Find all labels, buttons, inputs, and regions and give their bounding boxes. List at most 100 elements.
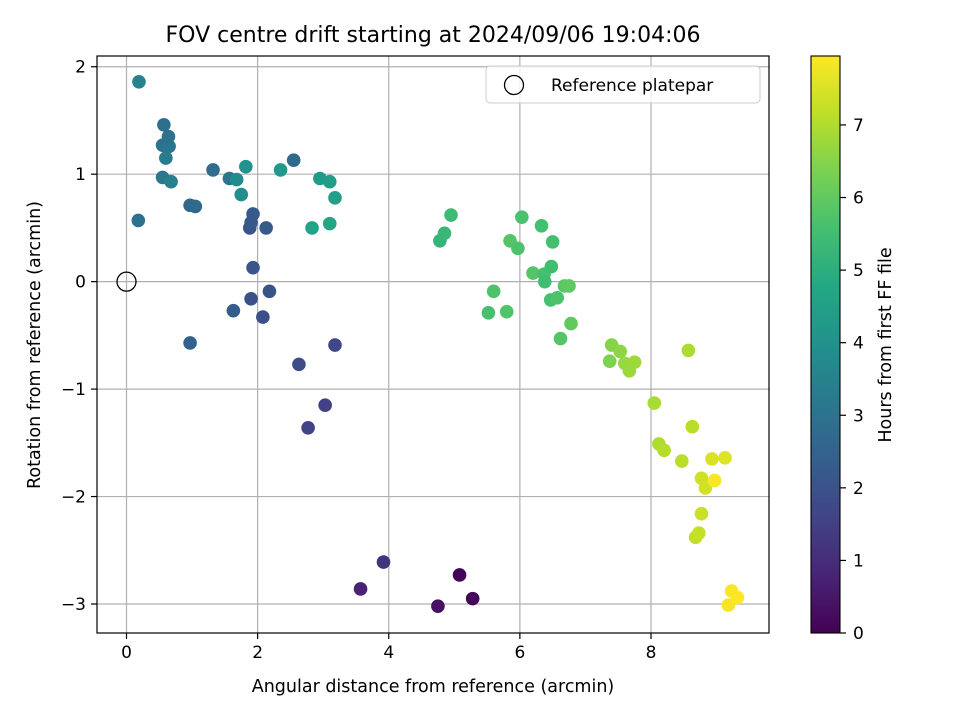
data-point — [705, 452, 719, 466]
data-point — [159, 151, 173, 165]
data-point — [685, 419, 700, 434]
reference-platepar-marker — [116, 271, 137, 292]
data-point — [613, 344, 627, 359]
colorbar-tick-label: 0 — [853, 624, 864, 644]
data-point — [681, 343, 696, 358]
data-point — [131, 213, 146, 228]
reference-marker-layer — [116, 271, 137, 292]
x-tick-label: 2 — [252, 643, 263, 663]
data-point — [544, 259, 559, 274]
data-points-layer — [131, 74, 745, 613]
data-point — [353, 582, 368, 596]
colorbar-tick-label: 3 — [853, 406, 864, 426]
data-point — [183, 336, 197, 350]
data-point — [481, 306, 496, 320]
data-point — [657, 443, 671, 458]
x-tick-label: 8 — [646, 643, 657, 663]
data-point — [132, 74, 146, 89]
data-point — [229, 172, 244, 187]
y-axis-ticks: −3 −2 −1 0 1 2 — [61, 58, 97, 615]
data-point — [256, 310, 270, 324]
data-point — [444, 208, 458, 222]
data-point — [286, 153, 301, 168]
colorbar-ticks: 0 1 2 3 4 5 6 7 — [840, 116, 864, 644]
data-point — [437, 226, 452, 241]
data-point — [730, 590, 745, 605]
data-point — [511, 241, 525, 256]
data-point — [647, 396, 662, 410]
colorbar-tick-label: 5 — [853, 261, 864, 281]
y-tick-label: −1 — [61, 380, 86, 400]
colorbar-label: Hours from first FF file — [876, 247, 896, 442]
data-point — [562, 279, 576, 293]
colorbar: 0 1 2 3 4 5 6 7 Hours from first FF file — [810, 55, 896, 644]
y-tick-label: 2 — [75, 58, 86, 78]
grid-layer — [97, 56, 769, 633]
data-point — [226, 303, 241, 318]
data-point — [721, 598, 736, 612]
data-point — [161, 129, 176, 144]
data-point — [318, 398, 332, 413]
data-point — [234, 187, 249, 202]
colorbar-tick-label: 4 — [853, 334, 864, 354]
data-point — [273, 163, 288, 177]
data-point — [162, 139, 176, 154]
y-tick-label: −3 — [61, 595, 86, 615]
legend-open-circle-icon — [503, 74, 525, 96]
x-axis-label: Angular distance from reference (arcmin) — [252, 677, 615, 697]
data-point — [328, 338, 342, 352]
data-point — [262, 284, 277, 299]
data-point — [537, 274, 552, 289]
x-axis-ticks: 0 2 4 6 8 — [121, 633, 656, 663]
data-point — [246, 260, 260, 275]
data-point — [694, 506, 709, 521]
data-point — [553, 331, 568, 346]
data-point — [188, 199, 203, 214]
data-point — [545, 235, 560, 249]
data-point — [707, 473, 722, 488]
data-point — [328, 191, 342, 205]
colorbar-gradient — [810, 55, 841, 634]
data-point — [246, 207, 260, 221]
data-point — [526, 266, 540, 280]
chart-title: FOV centre drift starting at 2024/09/06 … — [166, 23, 701, 48]
y-tick-label: −2 — [61, 488, 86, 508]
colorbar-tick-label: 1 — [853, 551, 864, 571]
data-point — [718, 451, 732, 465]
y-axis-label: Rotation from reference (arcmin) — [25, 201, 45, 489]
data-point — [322, 216, 337, 231]
y-tick-label: 1 — [75, 165, 86, 185]
x-tick-label: 0 — [121, 643, 132, 663]
data-point — [465, 591, 480, 606]
data-point — [206, 163, 220, 177]
plot-frame — [96, 55, 770, 634]
colorbar-tick-label: 2 — [853, 479, 864, 499]
data-point — [301, 420, 315, 435]
data-point — [305, 221, 319, 235]
y-tick-label: 0 — [75, 273, 86, 293]
data-point — [322, 174, 337, 189]
data-point — [515, 210, 529, 224]
colorbar-tick-label: 6 — [853, 189, 864, 209]
data-point — [244, 292, 258, 306]
data-point — [157, 117, 171, 132]
legend: Reference platepar — [485, 65, 761, 104]
data-point — [486, 284, 501, 299]
data-point — [259, 221, 273, 235]
data-point — [499, 304, 514, 319]
legend-box — [485, 65, 761, 104]
colorbar-tick-label: 7 — [853, 116, 864, 136]
data-point — [692, 526, 706, 540]
data-point — [376, 555, 391, 569]
data-point — [627, 355, 642, 370]
data-point — [534, 218, 549, 233]
data-point — [602, 354, 617, 368]
data-point — [431, 599, 445, 613]
x-tick-label: 4 — [383, 643, 394, 663]
data-point — [550, 290, 565, 305]
data-point — [698, 481, 713, 495]
data-point — [164, 174, 178, 189]
x-tick-label: 6 — [514, 643, 525, 663]
